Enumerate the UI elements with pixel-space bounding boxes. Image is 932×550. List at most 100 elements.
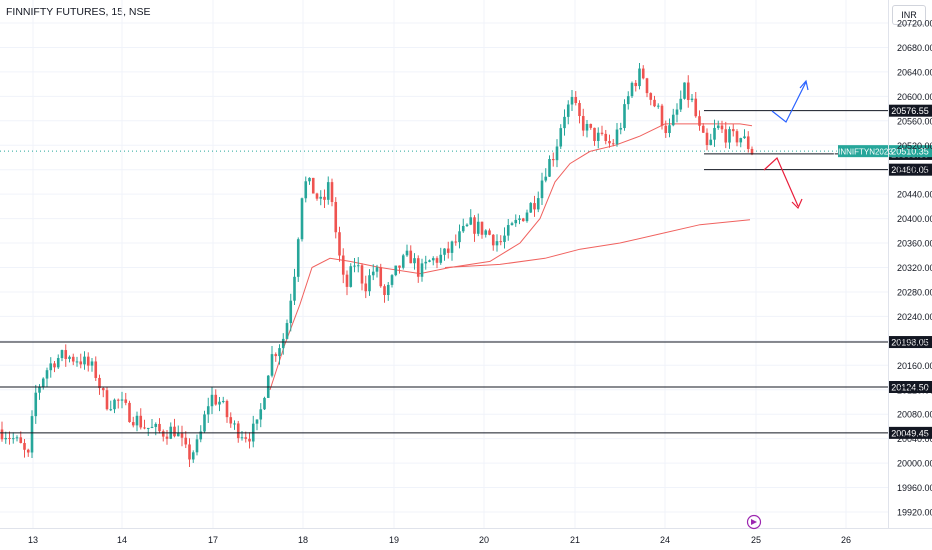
- candle: [401, 253, 405, 270]
- candle-body: [289, 300, 293, 324]
- candle-body: [619, 128, 623, 130]
- candle-body: [15, 437, 19, 439]
- candle-body: [503, 235, 506, 242]
- candle-body: [319, 196, 323, 199]
- level-badge: [889, 426, 932, 439]
- candle: [143, 419, 146, 430]
- candle-body: [386, 284, 390, 296]
- candle-body: [536, 198, 540, 210]
- level-badge: [889, 380, 932, 393]
- candle: [244, 431, 248, 443]
- candle-body: [540, 180, 544, 199]
- candle-body: [158, 423, 161, 432]
- candle: [188, 438, 191, 468]
- candle: [589, 123, 593, 130]
- candle-body: [45, 370, 49, 379]
- time-axis-label: 20: [479, 535, 489, 545]
- price-axis-label: 20560.00: [897, 116, 932, 126]
- candle: [319, 190, 323, 206]
- candle-body: [488, 230, 491, 235]
- candle: [191, 450, 195, 463]
- candle: [574, 91, 578, 106]
- last-price-badge: [889, 145, 932, 158]
- candle: [701, 123, 705, 133]
- candle: [428, 259, 431, 263]
- candle: [698, 110, 701, 131]
- candle-body: [634, 82, 638, 87]
- price-axis-label: 20120.00: [897, 385, 932, 395]
- candle: [611, 139, 615, 147]
- candle-body: [533, 203, 536, 210]
- time-axis-label: 24: [660, 535, 670, 545]
- candle-body: [563, 116, 566, 129]
- drawings: [763, 79, 809, 210]
- candle: [158, 418, 161, 434]
- candle: [731, 124, 735, 137]
- candle-body: [521, 218, 525, 222]
- candle: [664, 120, 668, 138]
- level-label: 20198.05: [891, 338, 929, 348]
- candle: [529, 201, 533, 213]
- candle: [503, 227, 506, 249]
- candle-body: [656, 105, 660, 107]
- candle: [289, 293, 293, 332]
- candle-body: [401, 255, 405, 268]
- candle: [514, 214, 518, 227]
- candle-body: [390, 275, 394, 285]
- candle-body: [720, 125, 724, 130]
- candle: [278, 344, 281, 365]
- candle-body: [409, 250, 413, 264]
- candle: [656, 103, 660, 109]
- candle: [109, 400, 113, 412]
- candle-body: [458, 231, 461, 243]
- candle-body: [113, 399, 116, 410]
- candle-body: [443, 248, 446, 255]
- candle-body: [165, 436, 169, 439]
- candle-body: [345, 274, 349, 287]
- candle-body: [135, 415, 139, 426]
- candle: [724, 121, 728, 149]
- candle: [454, 234, 458, 246]
- candle-body: [364, 283, 368, 292]
- candle: [735, 129, 739, 147]
- candle-body: [281, 338, 285, 349]
- candle-body: [49, 363, 53, 371]
- candle: [360, 263, 364, 291]
- candle-body: [653, 99, 656, 107]
- candle: [79, 353, 83, 369]
- candle: [596, 127, 600, 149]
- candle: [439, 247, 443, 265]
- candle: [120, 391, 124, 409]
- candle: [315, 192, 319, 201]
- currency-button[interactable]: INR: [892, 5, 926, 25]
- candle: [146, 427, 150, 436]
- candle-body: [94, 361, 98, 378]
- candle-body: [34, 392, 38, 417]
- candle: [293, 268, 296, 306]
- candle: [364, 275, 368, 299]
- candle-body: [630, 82, 634, 97]
- candle: [210, 387, 214, 415]
- candle: [105, 386, 109, 411]
- candle-body: [176, 433, 180, 437]
- candle: [443, 248, 446, 261]
- candle: [518, 215, 521, 225]
- candle: [266, 374, 270, 399]
- candle-body: [60, 350, 64, 359]
- candle-body: [589, 123, 593, 128]
- candle: [705, 128, 709, 151]
- candle: [203, 410, 206, 434]
- candle: [330, 178, 334, 207]
- candle: [716, 120, 720, 130]
- candle: [349, 263, 353, 288]
- candle: [30, 410, 34, 458]
- candle: [709, 133, 713, 146]
- candle-body: [161, 431, 165, 437]
- up-arrow-line: [771, 81, 807, 123]
- horizontal-levels: 20198.0520124.5020049.4520576.5520505.80…: [0, 104, 932, 439]
- candle-body: [383, 286, 386, 296]
- candle: [540, 172, 544, 205]
- price-axis-label: 20000.00: [897, 459, 932, 469]
- candle-body: [278, 348, 281, 357]
